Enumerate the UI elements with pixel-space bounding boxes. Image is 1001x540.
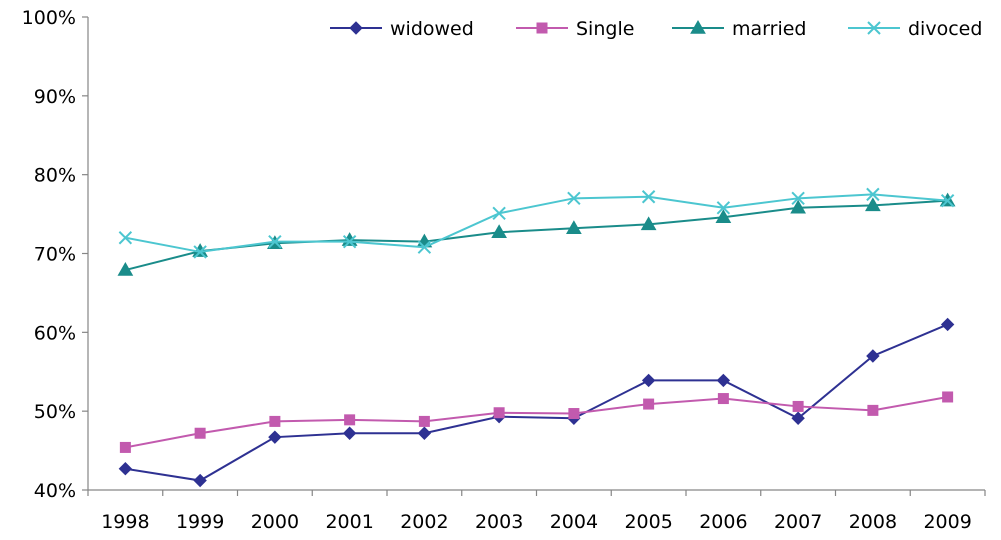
data-point-divoced-2005-stroke-b [641, 190, 656, 204]
data-point-divoced-2003-stroke-b [492, 206, 506, 221]
data-point-divoced-2009-stroke-b [940, 193, 955, 208]
series-line-married [125, 199, 948, 272]
x-tick-label: 2008 [849, 511, 897, 533]
data-point-widowed-2000 [268, 430, 282, 444]
data-point-divoced-2000 [268, 234, 282, 249]
data-point-divoced-2005 [641, 190, 656, 204]
data-point-divoced-1999 [193, 245, 207, 259]
data-point-divoced-2004-stroke-b [567, 191, 581, 206]
data-point-divoced-1999-stroke-b [193, 245, 207, 259]
data-point-single-2005 [643, 398, 655, 410]
data-point-single-2007 [792, 400, 804, 412]
data-point-single-2004 [568, 408, 580, 420]
data-point-divoced-2004 [567, 191, 581, 206]
series-line-widowed [125, 323, 949, 482]
legend-marker-widowed [349, 21, 363, 35]
data-point-married-2004 [566, 220, 582, 235]
data-point-married-2006 [715, 209, 732, 223]
series-line-divoced [125, 193, 948, 253]
data-point-widowed-2001 [342, 426, 357, 440]
data-point-married-2007 [790, 199, 806, 214]
data-point-divoced-2008 [866, 187, 880, 202]
data-point-divoced-2000-stroke-b [268, 234, 282, 249]
data-point-divoced-2002-stroke-b [417, 240, 432, 254]
legend-label-divoced: divoced [908, 18, 982, 40]
data-point-divoced-2001 [342, 234, 357, 249]
x-tick-label: 1998 [101, 511, 149, 533]
legend-marker-single [536, 22, 548, 34]
data-point-widowed-2002 [417, 426, 432, 440]
legend-item-divoced: divoced [848, 18, 982, 40]
data-point-widowed-2006 [716, 373, 731, 388]
data-point-widowed-2009 [940, 317, 955, 332]
data-point-divoced-2007-stroke-b [791, 191, 805, 206]
legend-item-widowed: widowed [330, 18, 474, 40]
data-point-divoced-2007 [791, 191, 805, 206]
data-point-divoced-2002 [417, 240, 432, 254]
data-point-widowed-1998 [118, 462, 133, 476]
data-point-single-2002 [418, 415, 430, 427]
y-tick-label: 40% [34, 480, 76, 502]
data-point-divoced-2001-stroke-b [342, 234, 357, 249]
data-point-single-2006 [717, 393, 729, 405]
x-tick-label: 2007 [774, 511, 822, 533]
x-tick-label: 2009 [923, 511, 971, 533]
y-tick-label: 50% [34, 401, 76, 423]
legend-marker-divoced-stroke-b [867, 21, 881, 35]
data-point-single-2001 [344, 414, 356, 426]
x-tick-label: 1999 [176, 511, 224, 533]
data-point-married-1998 [117, 262, 134, 276]
x-tick-label: 2005 [624, 511, 672, 533]
y-tick-label: 100% [22, 7, 76, 29]
x-tick-label: 2003 [475, 511, 523, 533]
y-tick-label: 90% [34, 86, 76, 108]
legend-marker-married [690, 19, 706, 34]
legend-label-married: married [732, 18, 806, 40]
legend-item-single: Single [516, 18, 634, 40]
legend-marker-divoced [867, 21, 881, 35]
data-point-widowed-2008 [866, 349, 880, 363]
data-point-widowed-2007 [791, 411, 805, 425]
data-point-single-2003 [493, 407, 505, 419]
y-tick-label: 70% [34, 244, 76, 266]
data-point-single-1998 [119, 441, 131, 453]
data-point-divoced-1998 [118, 231, 133, 245]
data-point-divoced-2009 [940, 193, 955, 208]
data-point-divoced-2003 [492, 206, 506, 221]
y-tick-label: 80% [34, 165, 76, 187]
data-point-widowed-1999 [193, 473, 207, 488]
x-tick-label: 2000 [251, 511, 299, 533]
legend-label-single: Single [576, 18, 634, 40]
data-point-divoced-2008-stroke-b [866, 187, 880, 202]
data-point-divoced-2006-stroke-b [716, 201, 731, 215]
data-point-single-1999 [194, 427, 206, 439]
data-point-divoced-1998-stroke-b [118, 231, 133, 245]
y-tick-label: 60% [34, 322, 76, 344]
x-tick-label: 2002 [400, 511, 448, 533]
legend-item-married: married [672, 18, 806, 40]
legend-label-widowed: widowed [390, 18, 474, 40]
data-point-married-2003 [491, 224, 507, 238]
data-point-single-2008 [867, 404, 879, 416]
data-point-single-2000 [269, 415, 281, 427]
data-point-married-2008 [865, 197, 881, 212]
data-point-single-2009 [942, 391, 954, 403]
data-point-married-2005 [640, 216, 657, 231]
series-line-single [125, 395, 948, 449]
x-tick-label: 2001 [325, 511, 373, 533]
data-point-divoced-2006 [716, 201, 731, 215]
x-tick-label: 2006 [699, 511, 747, 533]
x-tick-label: 2004 [550, 511, 598, 533]
data-point-widowed-2005 [641, 373, 656, 388]
